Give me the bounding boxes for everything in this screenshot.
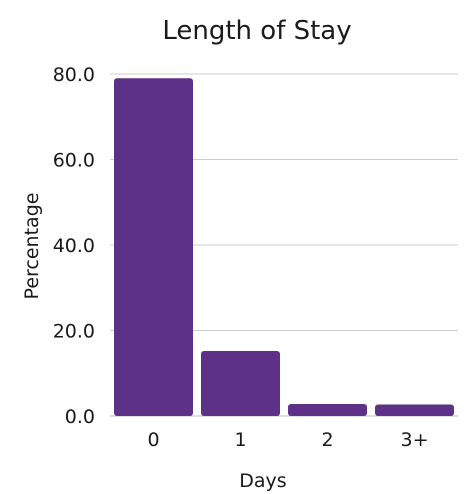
y-tick-label: 20.0 [53, 321, 95, 343]
chart-title: Length of Stay [162, 16, 351, 46]
x-tick-label: 3+ [400, 429, 428, 451]
x-axis-label: Days [239, 470, 286, 492]
x-axis-ticks: 0 1 2 3+ [147, 429, 428, 451]
y-tick-label: 0.0 [65, 406, 95, 428]
y-tick-label: 40.0 [53, 235, 95, 257]
bars [114, 78, 454, 417]
bar-2 [288, 404, 367, 416]
y-tick-label: 80.0 [53, 64, 95, 86]
bar-3+ [375, 404, 454, 416]
x-tick-label: 1 [234, 429, 246, 451]
bar-1 [201, 351, 280, 416]
x-tick-label: 0 [147, 429, 159, 451]
y-axis-ticks: 0.0 20.0 40.0 60.0 80.0 [53, 64, 95, 428]
bar-0 [114, 78, 193, 417]
x-tick-label: 2 [321, 429, 333, 451]
y-tick-label: 60.0 [53, 150, 95, 172]
y-axis-label: Percentage [21, 193, 43, 300]
